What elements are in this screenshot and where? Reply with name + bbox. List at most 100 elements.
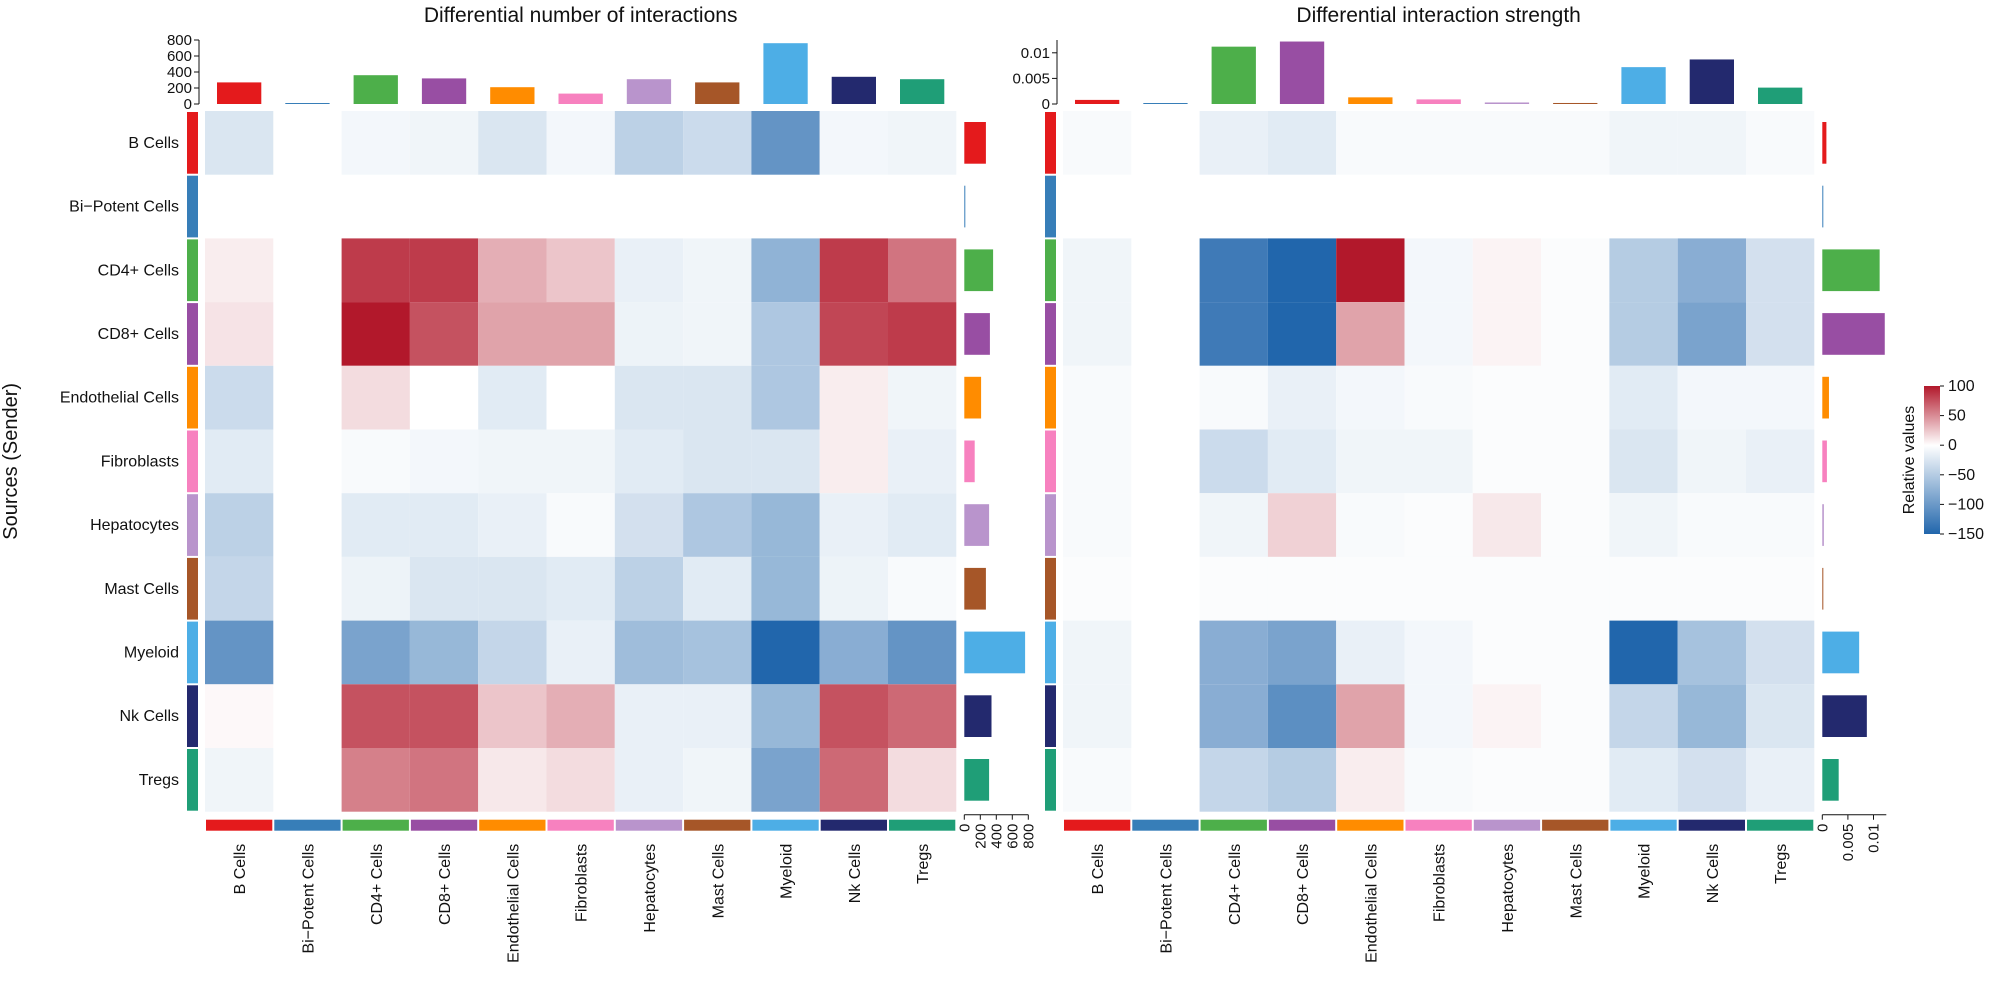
heatmap-cell — [888, 556, 957, 621]
heatmap-cell — [1267, 493, 1337, 557]
heatmap-cell — [1336, 365, 1405, 430]
heatmap-cell — [1472, 684, 1542, 748]
heatmap-cell — [1063, 620, 1132, 685]
heatmap-cell — [1404, 238, 1473, 303]
row-color-strip — [187, 366, 198, 429]
heatmap-cell — [1267, 748, 1337, 812]
heatmap-cell — [1336, 238, 1405, 303]
heatmap-cell — [1336, 302, 1405, 366]
heatmap-cell — [1267, 302, 1337, 366]
top-bar — [1621, 67, 1666, 104]
column-color-strip — [1064, 819, 1131, 831]
heatmap-cell — [1199, 238, 1268, 303]
heatmap-cell — [1063, 365, 1132, 430]
top-bar — [353, 75, 398, 104]
heatmap-cell — [1336, 684, 1405, 748]
row-color-strip — [187, 685, 198, 747]
heatmap-cell — [1336, 620, 1405, 685]
column-color-strip — [820, 819, 887, 831]
heatmap-cell — [205, 365, 274, 430]
heatmap-cell — [1404, 365, 1473, 430]
heatmap-cell — [1404, 556, 1473, 621]
heatmap-cell — [1404, 111, 1473, 175]
heatmap-cell — [341, 365, 410, 430]
heatmap-cell — [1336, 111, 1405, 175]
row-color-strip — [187, 621, 198, 684]
column-color-strip — [274, 819, 341, 831]
side-bar — [964, 249, 994, 292]
column-label: CD8+ Cells — [437, 844, 454, 925]
heatmap-cell — [1472, 748, 1542, 812]
heatmap-cell — [205, 493, 274, 557]
heatmap-cell — [819, 429, 888, 494]
heatmap-cell — [478, 238, 547, 303]
top-bar — [1758, 87, 1803, 104]
heatmap-cell — [1541, 493, 1610, 557]
heatmap-cell — [546, 684, 615, 748]
side-bar — [1822, 567, 1824, 610]
heatmap-cell — [1063, 684, 1132, 748]
heatmap-cell — [341, 111, 410, 175]
top-bar-tick-label: 0.005 — [1012, 70, 1050, 87]
heatmap-cell — [1404, 684, 1473, 748]
column-label: Myeloid — [779, 844, 796, 899]
column-color-strip — [1200, 819, 1267, 831]
heatmap-cell — [819, 365, 888, 430]
column-color-strip — [206, 819, 273, 831]
heatmap-cell — [341, 493, 410, 557]
heatmap-cell — [751, 111, 820, 175]
legend-tick-label: 50 — [1948, 408, 1966, 425]
column-color-strip — [752, 819, 819, 831]
top-bar — [1143, 103, 1188, 104]
heatmap-cell — [1677, 302, 1746, 366]
heatmap-cell — [819, 620, 888, 685]
column-label: Nk Cells — [1705, 844, 1722, 904]
heatmap-cell — [683, 620, 752, 685]
row-color-strip — [1045, 430, 1056, 493]
side-bar — [1822, 313, 1885, 355]
column-label: Hepatocytes — [1500, 844, 1517, 933]
legend-title: Relative values — [1901, 406, 1918, 515]
heatmap-cell — [1472, 365, 1542, 430]
heatmap-cell — [1746, 620, 1815, 685]
side-bar — [1822, 122, 1827, 164]
heatmap-cell — [546, 238, 615, 303]
heatmap-cell — [1472, 429, 1542, 494]
side-bar-tick-label: 0.01 — [1866, 824, 1883, 853]
heatmap-cell — [1609, 684, 1678, 748]
heatmap-cell — [683, 493, 752, 557]
heatmap-cell — [1677, 684, 1746, 748]
heatmap-cell — [751, 748, 820, 812]
legend-tick-label: 0 — [1948, 437, 1957, 454]
column-label: Endothelial Cells — [505, 844, 522, 963]
side-bar-tick-label: 200 — [972, 824, 989, 849]
top-bar — [695, 82, 740, 104]
heatmap-cell — [409, 302, 479, 366]
heatmap-cell — [1609, 620, 1678, 685]
heatmap-cell — [205, 429, 274, 494]
column-label: Fibroblasts — [574, 844, 591, 922]
heatmap-cell — [1677, 493, 1746, 557]
row-color-strip — [1045, 303, 1056, 365]
row-color-strip — [1045, 175, 1056, 238]
heatmap-cell — [1336, 748, 1405, 812]
heatmap-cell — [478, 365, 547, 430]
heatmap-cell — [1472, 556, 1542, 621]
heatmap-cell — [478, 620, 547, 685]
top-bar-tick-label: 800 — [167, 32, 192, 49]
heatmap-cell — [683, 748, 752, 812]
heatmap-cell — [888, 365, 957, 430]
heatmap-cell — [1541, 684, 1610, 748]
heatmap-cell — [409, 111, 479, 175]
heatmap-cell — [614, 556, 684, 621]
heatmap-cell — [614, 302, 684, 366]
heatmap-cell — [683, 684, 752, 748]
heatmap-cell — [341, 302, 410, 366]
row-label: CD4+ Cells — [98, 262, 179, 279]
legend-tick-label: −150 — [1948, 526, 1984, 543]
side-bar — [964, 440, 975, 483]
heatmap-cell — [1404, 302, 1473, 366]
heatmap-cell — [1404, 429, 1473, 494]
heatmap-cell — [683, 238, 752, 303]
